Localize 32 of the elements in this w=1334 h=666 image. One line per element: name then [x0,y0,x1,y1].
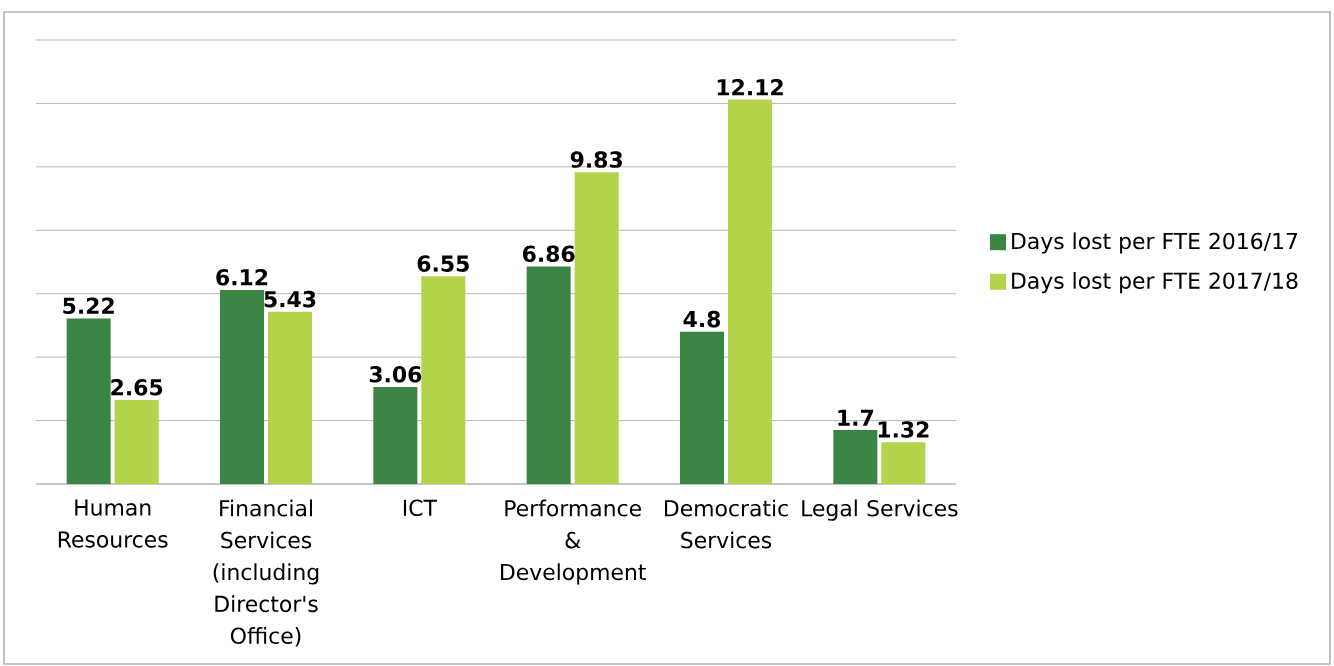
data-label: 5.22 [63,297,114,315]
legend-label: Days lost per FTE 2017/18 [1012,271,1298,294]
bar [727,99,772,484]
x-tick-label: Human Resources [58,499,168,548]
data-label: 6.86 [522,245,575,263]
data-label: 1.7 [838,409,874,426]
x-tick-label: Democratic Services [664,499,788,549]
bar [680,331,725,484]
bar [114,399,159,484]
data-label: 6.55 [417,255,469,272]
bar [574,172,619,484]
bar [267,311,312,484]
x-tick-label: Performance & Development [501,499,646,585]
bar [881,442,926,484]
legend-label: Days lost per FTE 2016/17 [1012,232,1298,254]
data-label: 9.83 [570,151,622,168]
x-tick-label: ICT [403,499,437,517]
data-label: 12.12 [717,78,783,96]
data-label: 1.32 [878,421,929,438]
bar [526,266,571,484]
data-label: 5.43 [264,290,316,308]
data-label: 2.65 [111,379,163,396]
bar [833,430,878,484]
x-tick-label: Financial Services (including Director's Office) [213,499,319,647]
x-tick-label: Legal Services [802,499,958,521]
bar [373,386,418,484]
bar [66,318,111,484]
bar [220,289,265,484]
data-label: 3.06 [369,366,422,383]
data-label: 4.8 [683,310,721,328]
bar [421,276,466,484]
data-label: 6.12 [216,268,268,286]
